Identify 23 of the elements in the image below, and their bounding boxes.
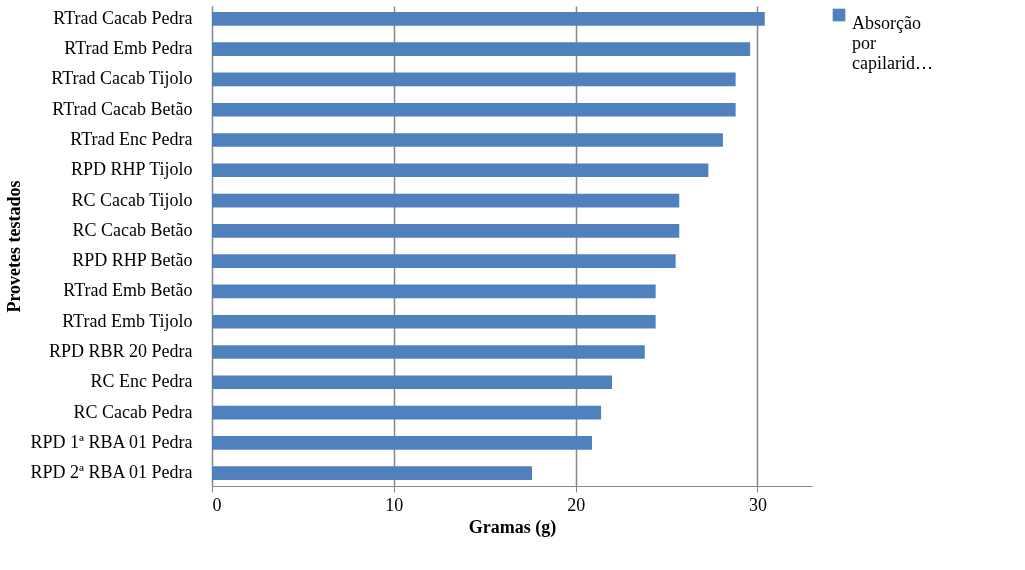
y-tick-label: RC Cacab Pedra bbox=[73, 401, 193, 422]
x-tick-label: 30 bbox=[748, 494, 767, 515]
x-tick-label: 0 bbox=[212, 494, 222, 515]
y-tick-label: RTrad Cacab Pedra bbox=[53, 7, 193, 28]
x-axis-title: Gramas (g) bbox=[468, 516, 557, 538]
y-tick-label: RPD 1ª RBA 01 Pedra bbox=[30, 431, 193, 452]
y-tick-label: RPD RBR 20 Pedra bbox=[48, 340, 193, 361]
y-axis-title: Provetes testados bbox=[3, 180, 24, 313]
y-tick-label: RTrad Cacab Tijolo bbox=[51, 68, 193, 89]
y-tick-label: RTrad Emb Tijolo bbox=[62, 310, 193, 331]
legend-label: Absorção por capilarid… bbox=[852, 13, 933, 73]
y-tick-label: RTrad Cacab Betão bbox=[52, 98, 193, 119]
y-tick-label: RPD RHP Tijolo bbox=[71, 159, 193, 180]
y-tick-label: RC Cacab Betão bbox=[72, 219, 193, 240]
x-tick-label: 10 bbox=[385, 494, 404, 515]
y-tick-label: RC Enc Pedra bbox=[90, 371, 193, 392]
y-tick-label: RTrad Emb Betão bbox=[63, 280, 193, 301]
x-tick-label: 20 bbox=[567, 494, 586, 515]
y-tick-label: RC Cacab Tijolo bbox=[71, 189, 193, 210]
y-tick-label: RTrad Enc Pedra bbox=[70, 129, 193, 150]
y-tick-label: RTrad Emb Pedra bbox=[64, 38, 193, 59]
y-tick-label: RPD 2ª RBA 01 Pedra bbox=[30, 462, 193, 483]
y-tick-label: RPD RHP Betão bbox=[72, 250, 193, 271]
